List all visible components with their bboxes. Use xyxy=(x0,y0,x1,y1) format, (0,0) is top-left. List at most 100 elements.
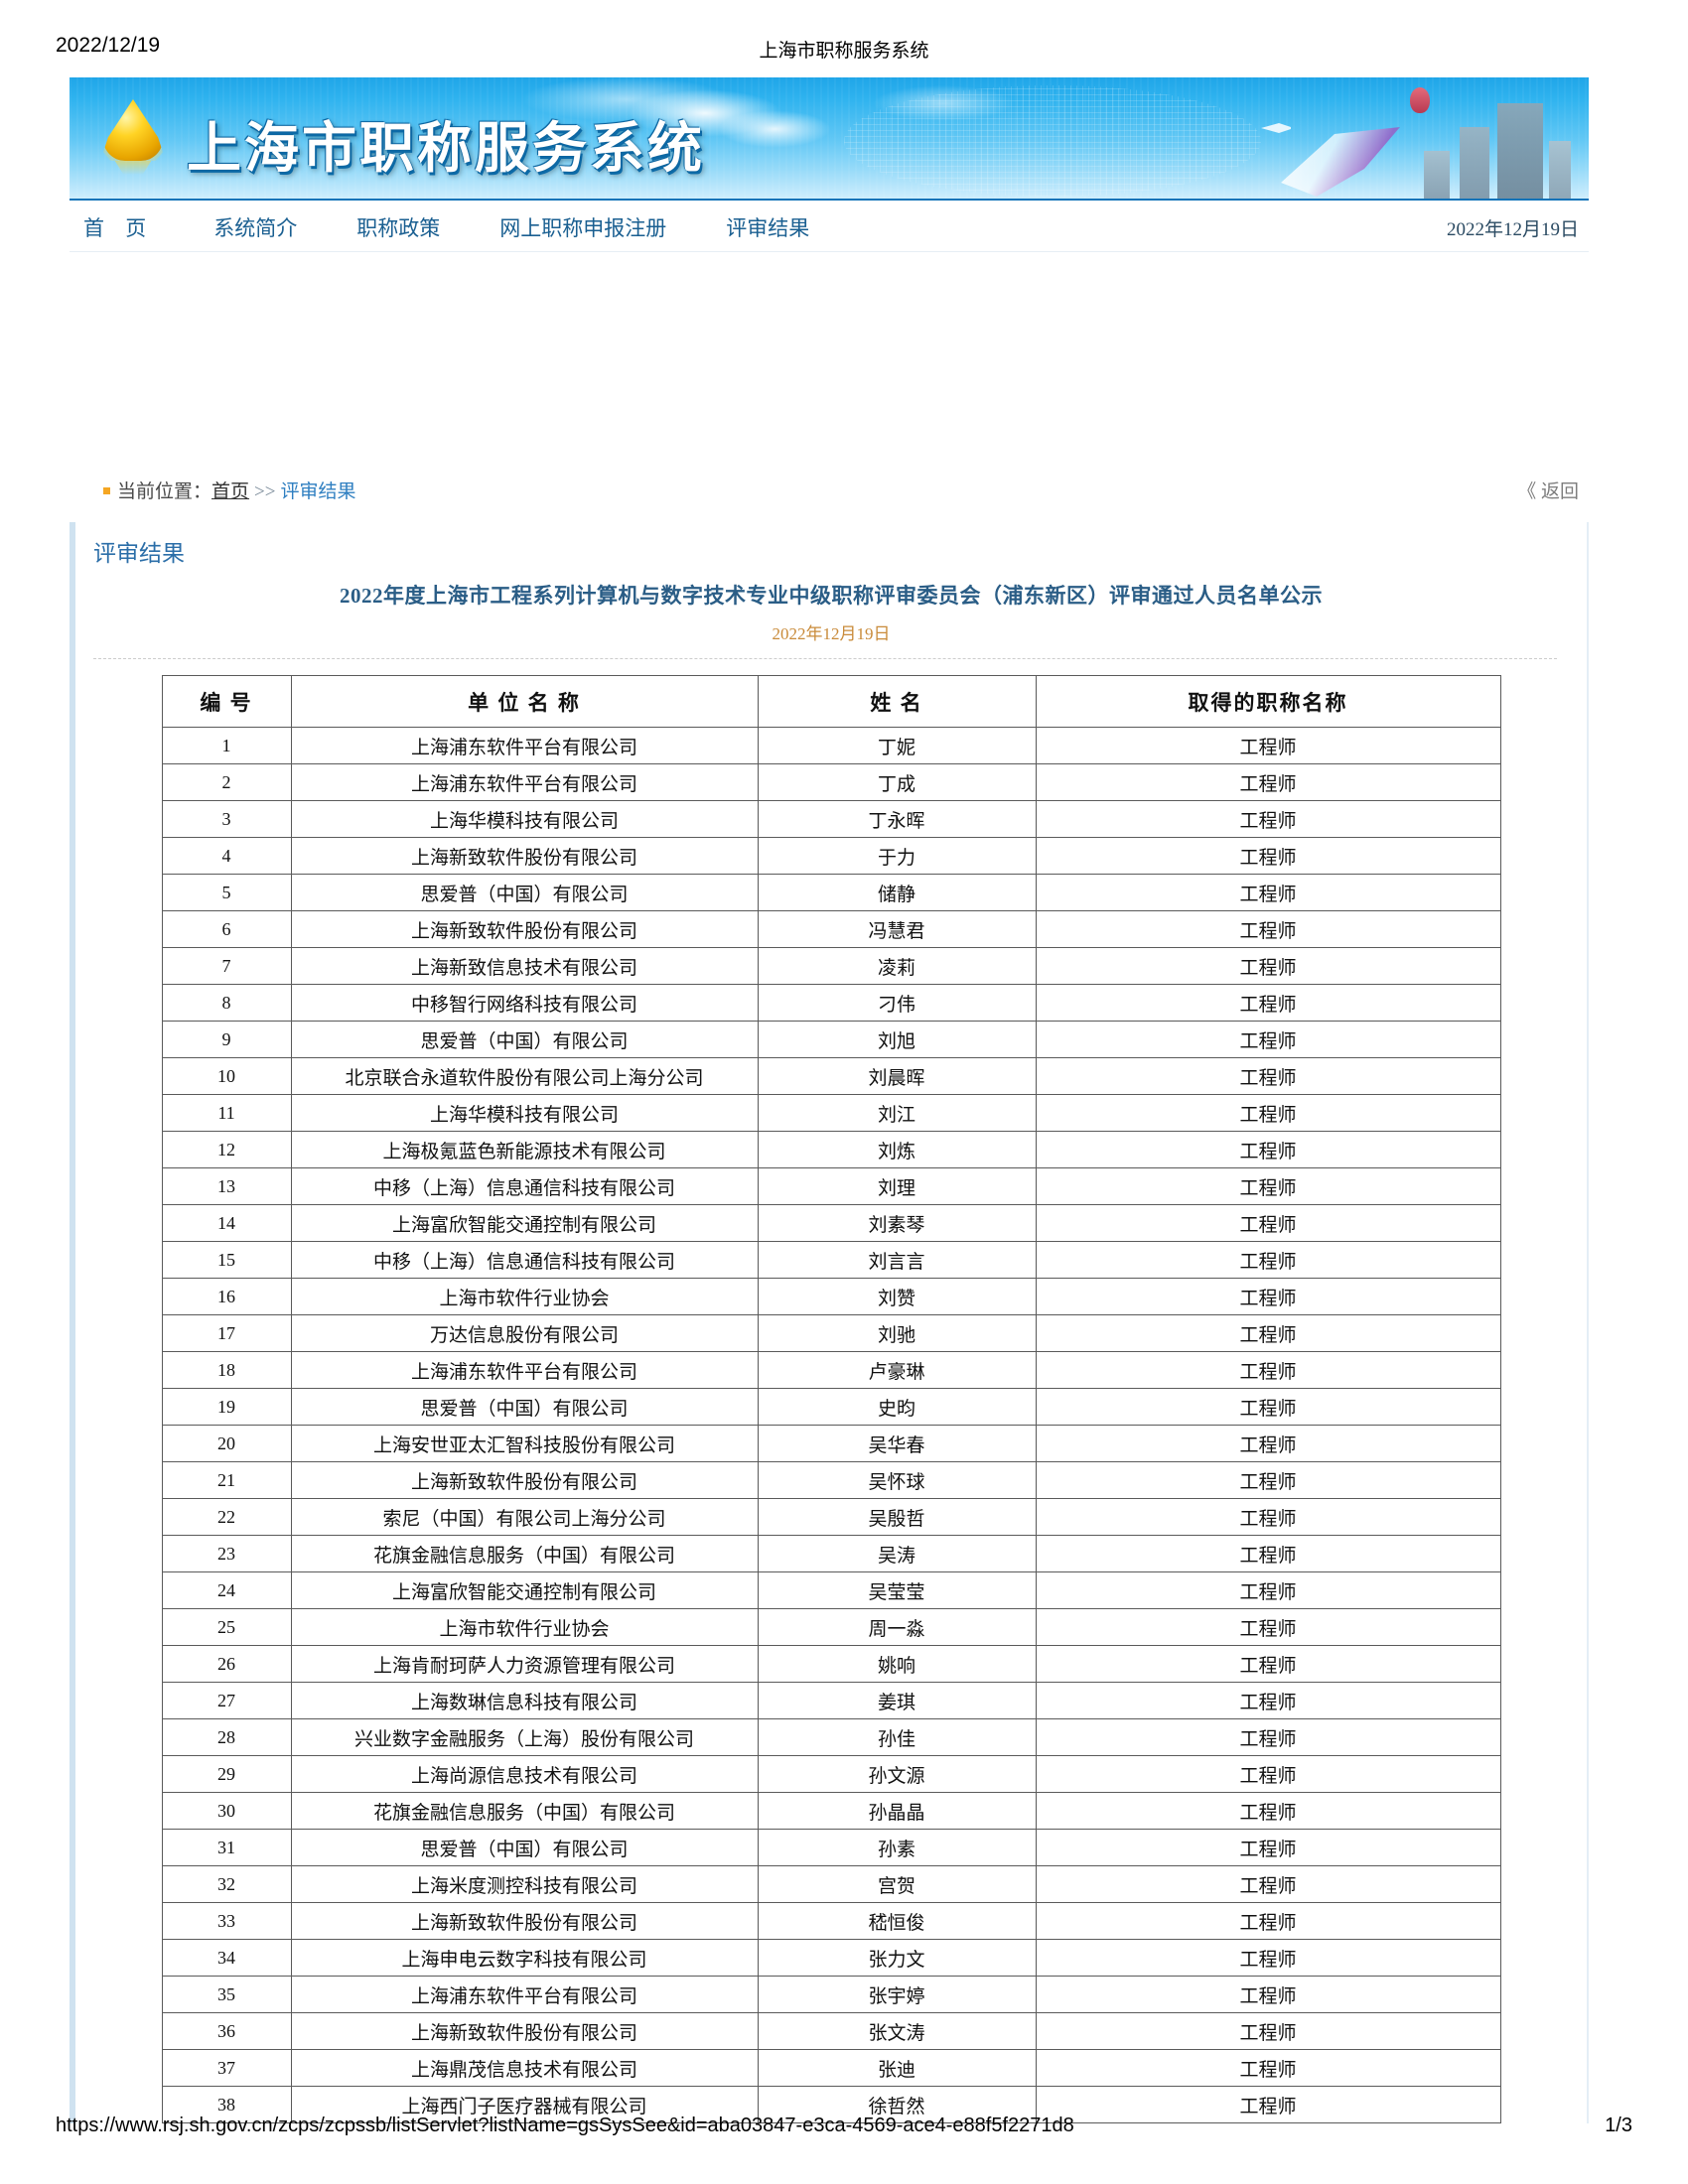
breadcrumb-link-home[interactable]: 首页 xyxy=(211,481,250,502)
row-person-name: 丁妮 xyxy=(757,727,1037,764)
nav-item-register[interactable]: 网上职称申报注册 xyxy=(499,216,667,240)
table-row: 18 上海浦东软件平台有限公司 卢豪琳 工程师 xyxy=(161,1351,1501,1389)
row-title: 工程师 xyxy=(1035,1829,1501,1866)
row-person-name: 张力文 xyxy=(757,1939,1037,1977)
nav-item-results[interactable]: 评审结果 xyxy=(726,216,810,240)
row-number: 25 xyxy=(161,1608,292,1646)
nav-item-home[interactable]: 首 页 xyxy=(83,216,155,240)
row-title: 工程师 xyxy=(1035,2049,1501,2087)
row-company: 思爱普（中国）有限公司 xyxy=(290,1021,759,1058)
table-row: 28 兴业数字金融服务（上海）股份有限公司 孙佳 工程师 xyxy=(161,1718,1501,1756)
row-title: 工程师 xyxy=(1035,1167,1501,1205)
row-title: 工程师 xyxy=(1035,1865,1501,1903)
row-number: 24 xyxy=(161,1571,292,1609)
row-person-name: 刘江 xyxy=(757,1094,1037,1132)
table-row: 21 上海新致软件股份有限公司 吴怀球 工程师 xyxy=(161,1461,1501,1499)
row-number: 2 xyxy=(161,763,292,801)
row-person-name: 刘言言 xyxy=(757,1241,1037,1279)
row-company: 思爱普（中国）有限公司 xyxy=(290,1388,759,1426)
row-person-name: 嵇恒俊 xyxy=(757,1902,1037,1940)
row-person-name: 孙文源 xyxy=(757,1755,1037,1793)
nav-item-intro[interactable]: 系统简介 xyxy=(213,216,298,240)
row-number: 16 xyxy=(161,1278,292,1315)
table-row: 13 中移（上海）信息通信科技有限公司 刘理 工程师 xyxy=(161,1167,1501,1205)
table-row: 20 上海安世亚太汇智科技股份有限公司 吴华春 工程师 xyxy=(161,1425,1501,1462)
table-row: 17 万达信息股份有限公司 刘驰 工程师 xyxy=(161,1314,1501,1352)
table-row: 31 思爱普（中国）有限公司 孙素 工程师 xyxy=(161,1829,1501,1866)
row-company: 上海浦东软件平台有限公司 xyxy=(290,763,759,801)
row-title: 工程师 xyxy=(1035,800,1501,838)
results-panel: 评审结果 2022年度上海市工程系列计算机与数字技术专业中级职称评审委员会（浦东… xyxy=(70,522,1589,2123)
row-title: 工程师 xyxy=(1035,1094,1501,1132)
row-company: 上海富欣智能交通控制有限公司 xyxy=(290,1571,759,1609)
row-title: 工程师 xyxy=(1035,1976,1501,2013)
row-number: 9 xyxy=(161,1021,292,1058)
row-person-name: 吴殷哲 xyxy=(757,1498,1037,1536)
table-row: 23 花旗金融信息服务（中国）有限公司 吴涛 工程师 xyxy=(161,1535,1501,1572)
row-title: 工程师 xyxy=(1035,1351,1501,1389)
table-row: 8 中移智行网络科技有限公司 刁伟 工程师 xyxy=(161,984,1501,1022)
row-number: 4 xyxy=(161,837,292,875)
banner-building-graphic xyxy=(1460,127,1489,199)
row-company: 索尼（中国）有限公司上海分公司 xyxy=(290,1498,759,1536)
row-number: 27 xyxy=(161,1682,292,1719)
row-company: 上海新致软件股份有限公司 xyxy=(290,1902,759,1940)
row-company: 上海浦东软件平台有限公司 xyxy=(290,1976,759,2013)
content-area: 当前位置：首页 >> 评审结果 《 返回 评审结果 2022年度上海市工程系列计算机… xyxy=(70,477,1589,2123)
row-person-name: 刘晨晖 xyxy=(757,1057,1037,1095)
shanghai-emblem-icon xyxy=(103,99,163,175)
banner-building-graphic xyxy=(1497,103,1543,199)
approved-personnel-table: 编 号 单 位 名 称 姓 名 取得的职称名称 1 上海浦东软件平台有限公司 丁妮工… xyxy=(161,675,1501,2123)
row-title: 工程师 xyxy=(1035,1498,1501,1536)
row-company: 思爱普（中国）有限公司 xyxy=(290,874,759,911)
row-person-name: 刘理 xyxy=(757,1167,1037,1205)
row-person-name: 孙晶晶 xyxy=(757,1792,1037,1830)
column-header-title: 取得的职称名称 xyxy=(1035,675,1501,728)
row-person-name: 张文涛 xyxy=(757,2012,1037,2050)
back-link[interactable]: 《 返回 xyxy=(1517,481,1579,502)
table-row: 10 北京联合永道软件股份有限公司上海分公司 刘晨晖 工程师 xyxy=(161,1057,1501,1095)
row-number: 13 xyxy=(161,1167,292,1205)
table-row: 34 上海申电云数字科技有限公司 张力文 工程师 xyxy=(161,1939,1501,1977)
row-person-name: 于力 xyxy=(757,837,1037,875)
row-title: 工程师 xyxy=(1035,947,1501,985)
row-title: 工程师 xyxy=(1035,1204,1501,1242)
row-company: 中移（上海）信息通信科技有限公司 xyxy=(290,1167,759,1205)
row-title: 工程师 xyxy=(1035,1461,1501,1499)
row-company: 上海新致软件股份有限公司 xyxy=(290,2012,759,2050)
row-company: 花旗金融信息服务（中国）有限公司 xyxy=(290,1535,759,1572)
row-company: 思爱普（中国）有限公司 xyxy=(290,1829,759,1866)
row-title: 工程师 xyxy=(1035,1902,1501,1940)
print-document-title: 上海市职称服务系统 xyxy=(759,41,929,62)
row-company: 上海尚源信息技术有限公司 xyxy=(290,1755,759,1793)
row-person-name: 刁伟 xyxy=(757,984,1037,1022)
row-company: 上海富欣智能交通控制有限公司 xyxy=(290,1204,759,1242)
print-header: 2022/12/19 上海市职称服务系统 xyxy=(0,34,1688,64)
row-title: 工程师 xyxy=(1035,1131,1501,1168)
row-number: 38 xyxy=(161,2086,292,2123)
table-row: 1 上海浦东软件平台有限公司 丁妮 工程师 xyxy=(161,727,1501,764)
row-number: 32 xyxy=(161,1865,292,1903)
breadcrumb-prefix: 当前位置： xyxy=(117,481,212,502)
row-company: 北京联合永道软件股份有限公司上海分公司 xyxy=(290,1057,759,1095)
table-row: 38 上海西门子医疗器械有限公司 徐哲然 工程师 xyxy=(161,2086,1501,2123)
table-row: 12 上海极氪蓝色新能源技术有限公司 刘炼 工程师 xyxy=(161,1131,1501,1168)
row-number: 23 xyxy=(161,1535,292,1572)
row-person-name: 刘赞 xyxy=(757,1278,1037,1315)
row-title: 工程师 xyxy=(1035,1021,1501,1058)
row-number: 21 xyxy=(161,1461,292,1499)
row-person-name: 姜琪 xyxy=(757,1682,1037,1719)
row-person-name: 孙佳 xyxy=(757,1718,1037,1756)
breadcrumb: 当前位置：首页 >> 评审结果 xyxy=(103,477,355,503)
row-company: 万达信息股份有限公司 xyxy=(290,1314,759,1352)
print-footer: https://www.rsj.sh.gov.cn/zcps/zcpssb/li… xyxy=(0,2115,1688,2144)
row-person-name: 姚响 xyxy=(757,1645,1037,1683)
table-row: 30 花旗金融信息服务（中国）有限公司 孙晶晶 工程师 xyxy=(161,1792,1501,1830)
row-person-name: 吴涛 xyxy=(757,1535,1037,1572)
row-company: 上海新致软件股份有限公司 xyxy=(290,1461,759,1499)
announcement-date: 2022年12月19日 xyxy=(772,624,891,643)
table-row: 33 上海新致软件股份有限公司 嵇恒俊 工程师 xyxy=(161,1902,1501,1940)
row-title: 工程师 xyxy=(1035,874,1501,911)
nav-item-policy[interactable]: 职称政策 xyxy=(356,216,441,240)
table-row: 2 上海浦东软件平台有限公司 丁成 工程师 xyxy=(161,763,1501,801)
